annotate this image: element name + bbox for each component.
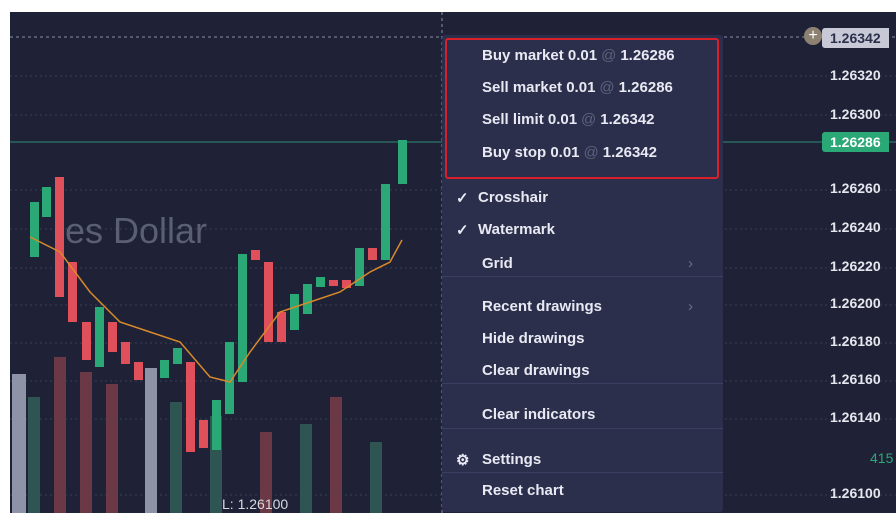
price-label: 1.26240 <box>830 219 881 235</box>
price-label: 1.26200 <box>830 295 881 311</box>
price-label: 1.26320 <box>830 67 881 83</box>
order-price: 1.26342 <box>600 111 655 128</box>
separator <box>442 276 723 277</box>
order-item[interactable]: Buy stop 0.01 @1.26342 <box>482 144 657 161</box>
price-label: 415 <box>870 450 894 466</box>
price-label: 1.26260 <box>830 180 881 196</box>
low-label: L: 1.26100 <box>222 496 289 512</box>
order-item[interactable]: Sell market 0.01 @1.26286 <box>482 79 673 96</box>
order-price: 1.26286 <box>620 47 675 64</box>
menu-item[interactable]: Crosshair <box>478 189 549 206</box>
order-label: Sell limit 0.01 <box>482 111 578 128</box>
menu-item[interactable]: Reset chart <box>482 482 564 499</box>
context-menu: Buy market 0.01 @1.26286 Sell market 0.01 @… <box>442 35 723 512</box>
watermark: es Dollar <box>65 210 208 251</box>
separator <box>442 472 723 473</box>
order-label: Buy stop 0.01 <box>482 144 580 161</box>
check-icon: ✓ <box>456 190 469 207</box>
price-label: 1.26100 <box>830 485 881 501</box>
order-item[interactable]: Buy market 0.01 @1.26286 <box>482 47 675 64</box>
order-label: Buy market 0.01 <box>482 47 598 64</box>
order-price: 1.26342 <box>602 144 657 161</box>
submenu-arrow: › <box>688 255 693 272</box>
menu-item[interactable]: Clear drawings <box>482 362 590 379</box>
highlight-box <box>445 38 719 179</box>
separator <box>442 428 723 429</box>
check-icon: ✓ <box>456 222 469 239</box>
menu-item[interactable]: Hide drawings <box>482 330 585 347</box>
candles <box>29 140 407 452</box>
price-label: 1.26342 <box>822 28 889 48</box>
menu-item[interactable]: Clear indicators <box>482 406 596 423</box>
price-label: 1.26220 <box>830 258 881 274</box>
order-at: @ <box>599 79 615 96</box>
gear-icon: ⚙ <box>456 452 470 469</box>
price-label: 1.26300 <box>830 106 881 122</box>
separator <box>442 383 723 384</box>
price-label: 1.26160 <box>830 371 881 387</box>
order-price: 1.26286 <box>618 79 673 96</box>
submenu-arrow: › <box>688 298 693 315</box>
menu-item[interactable]: Grid <box>482 255 513 272</box>
order-item[interactable]: Sell limit 0.01 @1.26342 <box>482 111 655 128</box>
add-button[interactable]: + <box>804 27 822 45</box>
menu-item[interactable]: Settings <box>482 451 542 468</box>
menu-item[interactable]: Watermark <box>478 221 555 238</box>
menu-item[interactable]: Recent drawings <box>482 298 603 315</box>
order-label: Sell market 0.01 <box>482 79 596 96</box>
order-at: @ <box>581 111 597 128</box>
order-at: @ <box>601 47 617 64</box>
chart-canvas <box>10 12 896 513</box>
price-label: 1.26140 <box>830 409 881 425</box>
order-at: @ <box>583 144 599 161</box>
price-label: 1.26180 <box>830 333 881 349</box>
chart-area: es Dollar L: 1.26100 1.26342 1.26320 1.263… <box>10 12 896 513</box>
volume <box>12 357 382 513</box>
price-label: 1.26286 <box>822 132 889 152</box>
